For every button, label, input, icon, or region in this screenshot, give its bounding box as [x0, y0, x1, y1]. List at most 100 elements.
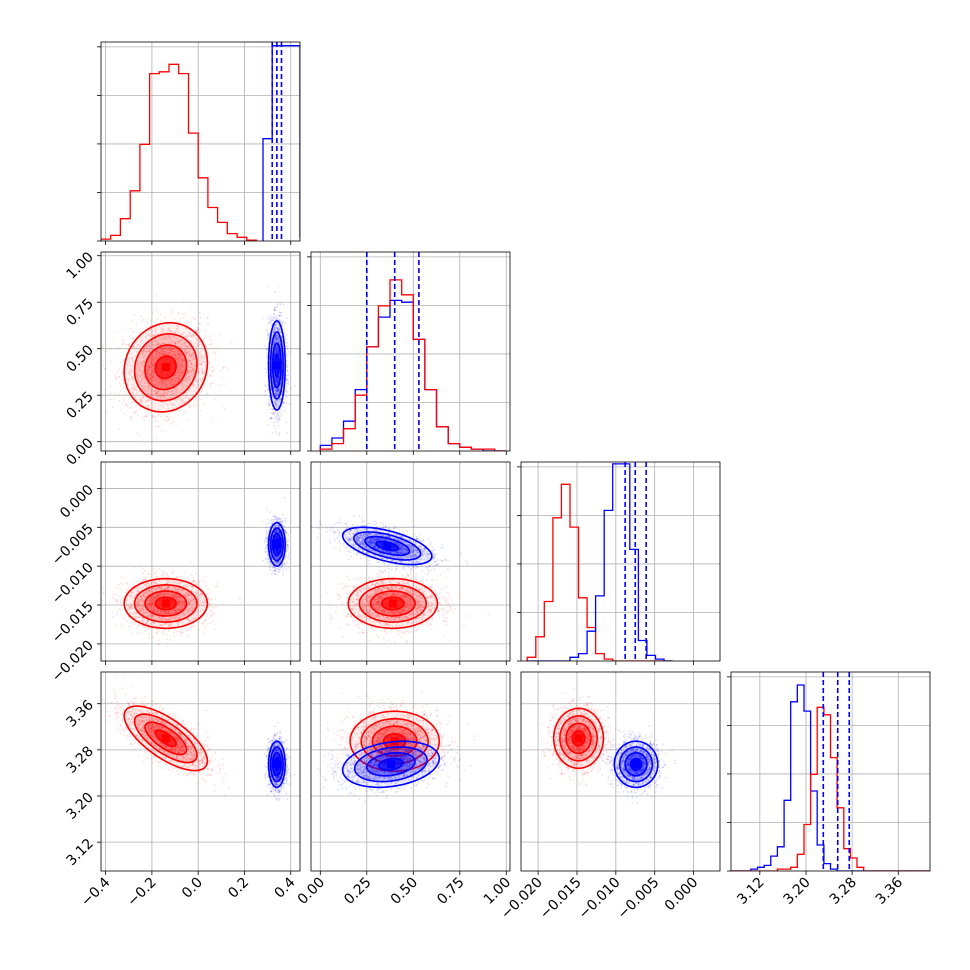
- scatter-point: [165, 613, 167, 616]
- scatter-point: [272, 329, 275, 332]
- scatter-point: [195, 379, 198, 382]
- scatter-point: [147, 371, 150, 373]
- scatter-point: [142, 361, 145, 364]
- scatter-point: [278, 329, 281, 331]
- scatter-point: [276, 394, 278, 397]
- scatter-point: [118, 399, 121, 402]
- scatter-point: [155, 632, 158, 635]
- scatter-point: [184, 344, 187, 347]
- scatter-point: [141, 617, 144, 620]
- scatter-point: [142, 356, 145, 359]
- scatter-point: [181, 601, 183, 604]
- scatter-point: [189, 371, 192, 374]
- scatter-point: [187, 595, 189, 598]
- scatter-point: [134, 410, 137, 413]
- scatter-point: [190, 353, 193, 355]
- scatter-point: [184, 351, 187, 354]
- scatter-point: [175, 328, 178, 331]
- scatter-point: [171, 384, 174, 387]
- scatter-point: [165, 353, 168, 355]
- scatter-point: [136, 603, 139, 605]
- scatter-point: [192, 368, 195, 371]
- scatter-point: [283, 401, 285, 403]
- scatter-point: [157, 390, 160, 393]
- scatter-point: [274, 379, 277, 381]
- scatter-point: [181, 358, 183, 361]
- scatter-point: [157, 333, 160, 336]
- scatter-point: [187, 361, 190, 363]
- scatter-point: [206, 335, 208, 337]
- scatter-point: [143, 355, 146, 358]
- scatter-point: [115, 624, 118, 627]
- scatter-point: [265, 357, 268, 360]
- scatter-point: [139, 376, 142, 379]
- scatter-point: [148, 588, 151, 591]
- scatter-point: [182, 359, 184, 361]
- scatter-point: [141, 372, 144, 375]
- scatter-point: [146, 399, 149, 402]
- scatter-point: [148, 584, 151, 587]
- scatter-point: [146, 615, 149, 617]
- scatter-point: [135, 346, 138, 349]
- scatter-point: [136, 432, 139, 434]
- scatter-point: [276, 333, 278, 336]
- scatter-point: [133, 345, 135, 348]
- scatter-point: [144, 612, 147, 614]
- scatter-point: [154, 330, 156, 333]
- scatter-point: [154, 595, 157, 598]
- scatter-point: [169, 349, 172, 352]
- scatter-point: [148, 359, 151, 362]
- scatter-point: [186, 608, 189, 611]
- scatter-point: [172, 346, 174, 349]
- scatter-point: [264, 389, 267, 392]
- scatter-point: [138, 380, 141, 383]
- scatter-point: [175, 596, 178, 599]
- scatter-point: [151, 312, 154, 315]
- scatter-point: [170, 349, 173, 351]
- scatter-points: [101, 561, 242, 647]
- scatter-point: [277, 418, 280, 420]
- scatter-point: [275, 379, 278, 382]
- scatter-point: [166, 342, 169, 345]
- scatter-point: [270, 416, 273, 419]
- scatter-point: [142, 607, 145, 609]
- scatter-point: [286, 368, 288, 371]
- scatter-point: [176, 343, 179, 345]
- scatter-point: [192, 581, 195, 583]
- scatter-point: [175, 594, 178, 597]
- scatter-point: [142, 396, 145, 398]
- scatter-point: [158, 355, 160, 357]
- scatter-point: [193, 606, 196, 609]
- scatter-point: [130, 593, 133, 596]
- scatter-point: [180, 608, 183, 611]
- scatter-point: [171, 348, 174, 350]
- scatter-point: [159, 353, 162, 355]
- scatter-point: [182, 371, 185, 373]
- scatter-point: [273, 309, 276, 312]
- scatter-point: [144, 350, 146, 353]
- scatter-point: [276, 388, 279, 391]
- scatter-point: [272, 408, 274, 411]
- scatter-point: [272, 413, 275, 415]
- scatter-point: [155, 390, 158, 393]
- scatter-point: [180, 363, 183, 366]
- scatter-point: [277, 378, 280, 381]
- scatter-point: [148, 607, 151, 609]
- scatter-point: [177, 352, 180, 355]
- scatter-point: [154, 360, 157, 362]
- scatter-point: [137, 624, 140, 626]
- scatter-point: [278, 375, 280, 377]
- scatter-point: [178, 601, 180, 604]
- scatter-point: [158, 609, 160, 612]
- scatter-point: [113, 373, 116, 376]
- scatter-point: [180, 371, 182, 374]
- scatter-point: [183, 369, 186, 372]
- scatter-point: [193, 390, 196, 392]
- scatter-point: [275, 325, 278, 328]
- scatter-point: [191, 368, 194, 371]
- scatter-point: [139, 369, 142, 371]
- scatter-point: [216, 585, 219, 588]
- scatter-point: [185, 385, 188, 388]
- scatter-point: [203, 402, 206, 405]
